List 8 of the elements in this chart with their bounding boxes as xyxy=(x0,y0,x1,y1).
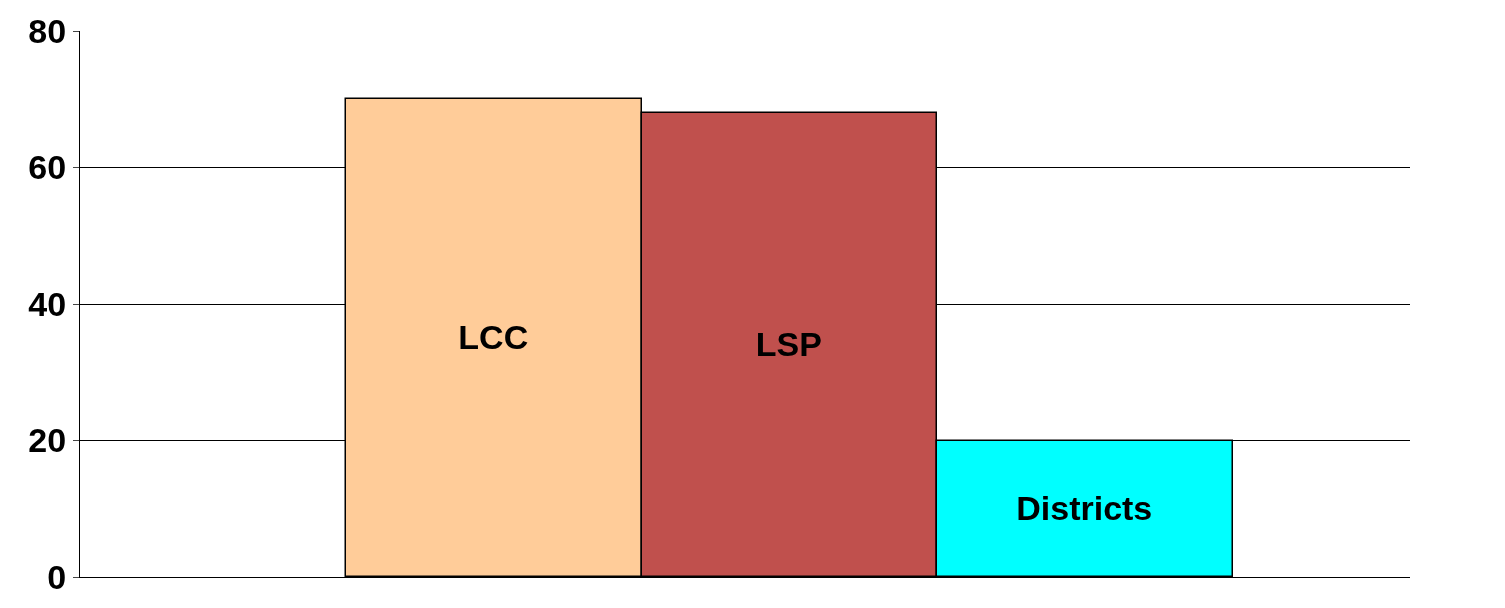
y-tick-label: 80 xyxy=(28,11,67,50)
y-tick-label: 60 xyxy=(28,148,67,187)
y-tick-label: 40 xyxy=(28,284,67,323)
y-tick-label: 20 xyxy=(28,421,67,460)
y-tick-label: 0 xyxy=(47,557,67,596)
x-tick-label: LCC xyxy=(458,318,529,357)
x-tick-label: LSP xyxy=(755,325,822,364)
x-tick-label: Districts xyxy=(1016,489,1153,528)
